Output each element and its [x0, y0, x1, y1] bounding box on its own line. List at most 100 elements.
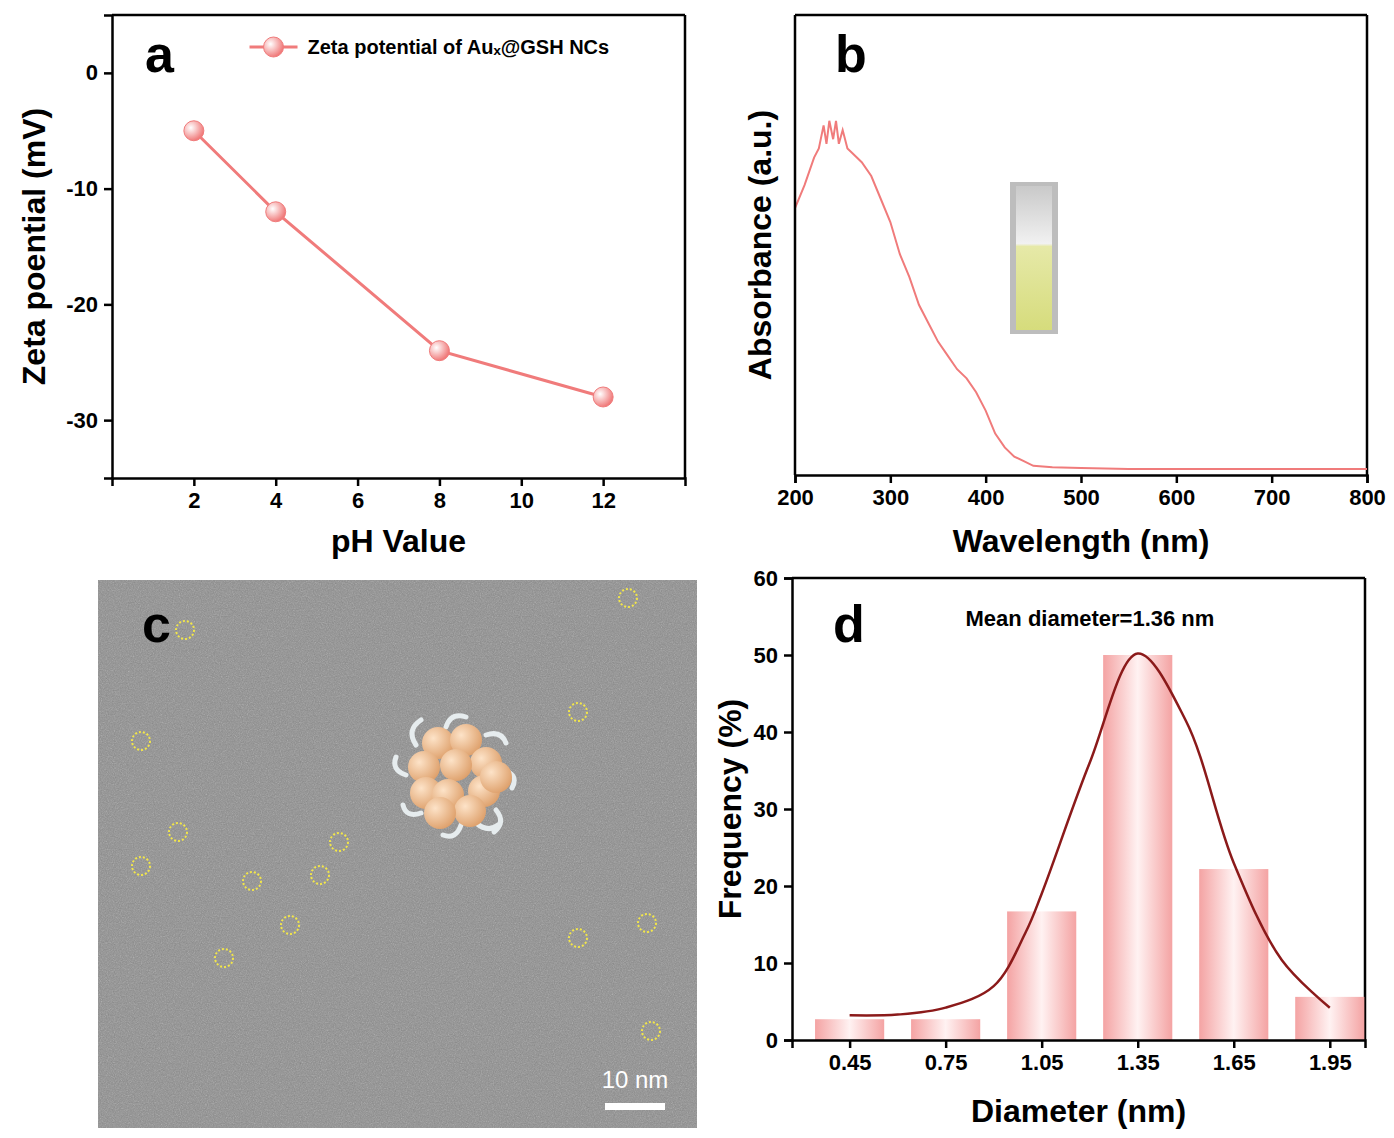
- tick-label: 30: [754, 797, 778, 822]
- panel: 200300400500600700800: [777, 15, 1386, 510]
- panel-letter: d: [833, 595, 865, 653]
- tick-mark: [1137, 1040, 1140, 1048]
- bar: [1199, 869, 1268, 1040]
- cluster-illustration: [395, 716, 514, 837]
- tick-mark: [275, 478, 278, 486]
- tick: 10: [754, 951, 792, 976]
- tick: 200: [777, 475, 814, 510]
- tick: 700: [1254, 475, 1291, 510]
- plot-area: [795, 121, 1367, 469]
- tick-label: 1.65: [1213, 1050, 1256, 1075]
- particle-outline: [281, 916, 299, 934]
- plot-area: [815, 653, 1364, 1040]
- tick: 40: [754, 720, 792, 745]
- tick: 6: [352, 478, 364, 513]
- axis-line: [793, 1041, 1366, 1049]
- y-axis: 0 10 20 30 40 50 60: [754, 566, 793, 1053]
- particle-outline: [132, 732, 150, 750]
- tick-label: 1.35: [1117, 1050, 1160, 1075]
- tick-label: 8: [434, 488, 446, 513]
- legend-entry: Zeta potential of Auₓ@GSH NCs: [250, 36, 610, 58]
- tick: 600: [1158, 475, 1195, 510]
- tick: 30: [754, 797, 792, 822]
- tick: 1.65: [1213, 1040, 1256, 1075]
- ligand: [395, 757, 406, 775]
- tick-mark: [1080, 475, 1083, 483]
- bar: [911, 1019, 980, 1040]
- panel-letter: a: [145, 25, 175, 83]
- frame-line: [684, 15, 687, 478]
- tick-label: 0.45: [829, 1050, 872, 1075]
- tick-mark: [784, 731, 792, 734]
- tick-mark: [784, 1039, 792, 1042]
- marker: [593, 387, 613, 407]
- atom: [480, 761, 512, 793]
- frame-line: [792, 577, 1365, 580]
- particle-outline: [619, 589, 637, 607]
- x-axis: 0.45 0.75 1.05 1.35 1.65 1.95: [793, 1040, 1366, 1075]
- tick-label: 1.05: [1021, 1050, 1064, 1075]
- inset-bg: [1010, 182, 1058, 334]
- tick-mark: [784, 962, 792, 965]
- tick-mark: [849, 1040, 852, 1048]
- tick-mark: [1176, 475, 1179, 483]
- tick-mark: [104, 419, 112, 422]
- tick-mark: [104, 188, 112, 191]
- particle-outline: [569, 703, 587, 721]
- y-axis-title: Absorbance (a.u.): [742, 110, 778, 380]
- axis-line: [113, 479, 686, 487]
- frame-line: [1366, 15, 1369, 475]
- tick: 0: [86, 60, 112, 85]
- frame-line: [795, 14, 1367, 17]
- panel-letter: c: [142, 595, 171, 653]
- axis-line: [104, 16, 113, 479]
- data-line: [850, 653, 1330, 1015]
- y-axis: [795, 15, 796, 475]
- x-axis-title: Wavelength (nm): [953, 523, 1210, 559]
- tick-mark: [439, 478, 442, 486]
- tick-label: 6: [352, 488, 364, 513]
- inset-photo: [1010, 182, 1058, 334]
- particle-outline: [638, 914, 656, 932]
- tick: -30: [66, 408, 112, 433]
- tick-label: 20: [754, 874, 778, 899]
- particle-outline: [132, 857, 150, 875]
- tick-mark: [784, 654, 792, 657]
- tick: 400: [968, 475, 1005, 510]
- tick-label: 0: [766, 1028, 778, 1053]
- tick: 60: [754, 566, 792, 591]
- x-axis: 24681012: [113, 478, 686, 513]
- tick-mark: [521, 478, 524, 486]
- tick-label: -20: [66, 292, 98, 317]
- tick-mark: [784, 577, 792, 580]
- tick-label: 50: [754, 643, 778, 668]
- tick: 8: [434, 478, 446, 513]
- tick: 1.95: [1309, 1040, 1352, 1075]
- atom: [424, 797, 456, 829]
- ligand: [412, 720, 421, 745]
- tick-mark: [985, 475, 988, 483]
- particle-outline: [169, 823, 187, 841]
- particle-outline: [330, 833, 348, 851]
- frame-line: [1364, 578, 1367, 1040]
- bar: [1007, 911, 1076, 1040]
- tick-label: -10: [66, 176, 98, 201]
- data-line: [194, 131, 603, 397]
- tick: 10: [510, 478, 534, 513]
- atom: [454, 795, 486, 827]
- tick-mark: [1233, 1040, 1236, 1048]
- particle-outline: [215, 949, 233, 967]
- tick-label: 4: [270, 488, 283, 513]
- image-bg: [98, 580, 697, 1128]
- particle-outline: [642, 1022, 660, 1040]
- tick-label: 0.75: [925, 1050, 968, 1075]
- tick-mark: [602, 478, 605, 486]
- tick: 800: [1349, 475, 1386, 510]
- tick: 12: [591, 478, 615, 513]
- tick: -20: [66, 292, 112, 317]
- particle-outline: [311, 866, 329, 884]
- scale-bar: [605, 1103, 665, 1110]
- panel: 246810120-10-20-30Zeta potential of Auₓ@…: [66, 15, 685, 513]
- axis-line: [784, 579, 793, 1041]
- tick-label: 40: [754, 720, 778, 745]
